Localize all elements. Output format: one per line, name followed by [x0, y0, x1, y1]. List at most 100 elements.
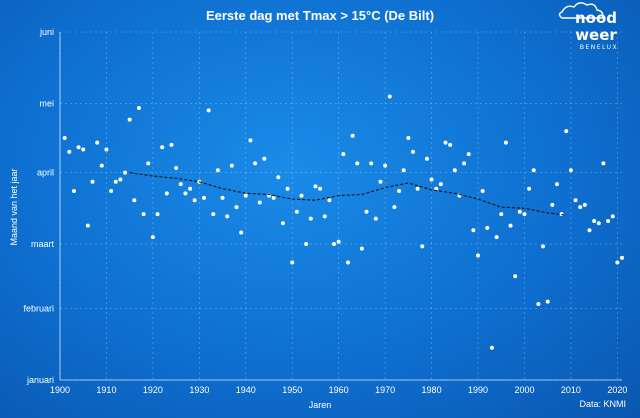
y-tick-label: mei [39, 98, 54, 108]
data-point [596, 221, 601, 226]
data-point [471, 228, 476, 233]
data-point [615, 260, 620, 265]
data-point [378, 179, 383, 184]
x-tick-label: 1910 [96, 385, 116, 395]
data-point [192, 198, 197, 203]
x-tick-label: 1980 [422, 385, 442, 395]
data-point [62, 136, 67, 141]
data-point [508, 223, 513, 228]
data-point [206, 108, 211, 113]
data-point [610, 214, 615, 219]
data-point [234, 205, 239, 210]
data-point [448, 142, 453, 147]
data-point [146, 161, 151, 166]
data-point [359, 246, 364, 251]
data-point [587, 228, 592, 233]
data-point [578, 205, 583, 210]
data-point [243, 193, 248, 198]
data-point [513, 274, 518, 279]
data-point [327, 198, 332, 203]
data-point [489, 345, 494, 350]
x-tick-label: 1990 [468, 385, 488, 395]
logo-line1: nood [575, 9, 617, 27]
data-point [109, 189, 114, 194]
x-tick-label: 2010 [561, 385, 581, 395]
data-point [201, 195, 206, 200]
logo-line2: weer [575, 26, 617, 44]
chart-title: Eerste dag met Tmax > 15°C (De Bilt) [206, 8, 434, 23]
data-point [545, 299, 550, 304]
data-point [118, 177, 123, 182]
data-point [81, 147, 86, 152]
logo-line3: BENELUX [580, 44, 618, 51]
y-tick-label: juni [39, 27, 54, 37]
noodweer-logo: nood weer BENELUX [558, 2, 618, 51]
data-point [476, 253, 481, 258]
data-point [564, 129, 569, 134]
data-point [443, 140, 448, 145]
gridlines [59, 31, 622, 381]
data-point [369, 161, 374, 166]
data-point [364, 209, 369, 214]
data-point [280, 221, 285, 226]
data-point [336, 239, 341, 244]
data-point [262, 156, 267, 161]
data-point [150, 235, 155, 240]
data-point [485, 225, 490, 230]
data-point [554, 182, 559, 187]
data-point [132, 198, 137, 203]
data-point [582, 202, 587, 207]
data-point [517, 209, 522, 214]
data-point [123, 170, 128, 175]
data-point [531, 168, 536, 173]
x-tick-label: 1950 [282, 385, 302, 395]
data-point [174, 165, 179, 170]
data-point [318, 186, 323, 191]
data-point [183, 191, 188, 196]
data-point [95, 140, 100, 145]
data-point [406, 136, 411, 141]
data-point [568, 168, 573, 173]
y-tick-labels: januari februari maart april mei juni [23, 27, 54, 385]
data-point [438, 182, 443, 187]
data-point [434, 186, 439, 191]
data-point [299, 193, 304, 198]
data-point [466, 152, 471, 157]
data-point [397, 189, 402, 194]
data-point [271, 195, 276, 200]
data-point [499, 212, 504, 217]
data-point [550, 202, 555, 207]
data-point [522, 212, 527, 217]
data-point [350, 133, 355, 138]
data-point [527, 186, 532, 191]
data-points [62, 94, 624, 350]
data-point [494, 235, 499, 240]
data-point [290, 260, 295, 265]
data-point [248, 138, 253, 143]
x-axis-label: Jaren [309, 400, 332, 410]
x-tick-label: 2000 [514, 385, 534, 395]
data-point [67, 149, 72, 154]
data-point [90, 179, 95, 184]
data-point [239, 230, 244, 235]
x-tick-label: 1940 [236, 385, 256, 395]
data-point [601, 161, 606, 166]
data-point [76, 145, 81, 150]
data-point [503, 140, 508, 145]
data-point [420, 244, 425, 249]
x-tick-label: 1920 [143, 385, 163, 395]
data-point [559, 212, 564, 217]
data-point [620, 255, 624, 260]
data-point [276, 175, 281, 180]
data-point [401, 168, 406, 173]
data-point [541, 244, 546, 249]
data-point [462, 161, 467, 166]
data-point [113, 179, 118, 184]
data-point [155, 212, 160, 217]
data-point [313, 184, 318, 189]
y-tick-label: april [37, 168, 54, 178]
data-point [429, 177, 434, 182]
data-point [136, 106, 141, 111]
data-point [257, 200, 262, 205]
data-point [160, 145, 165, 150]
